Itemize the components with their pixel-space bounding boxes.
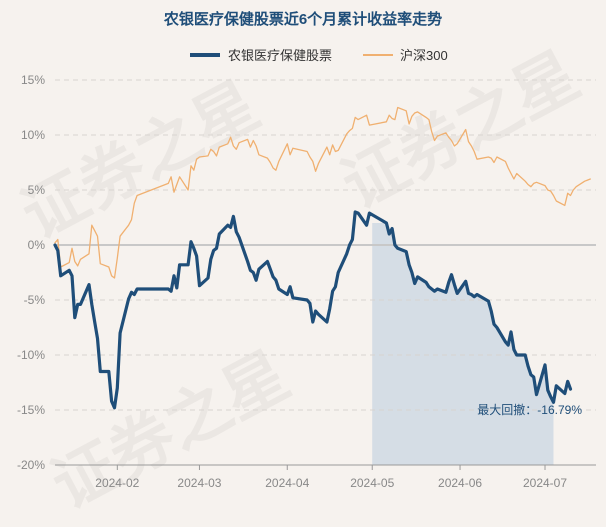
x-tick-label: 2024-03 xyxy=(177,476,221,490)
chart-root: 证券之星 证券之星 证券之星 农银医疗保健股票近6个月累计收益率走势 农银医疗保… xyxy=(10,10,596,524)
y-tick-label: -10% xyxy=(17,348,45,362)
y-tick-label: 5% xyxy=(28,183,46,197)
x-tick-label: 2024-06 xyxy=(438,476,482,490)
y-tick-label: 0% xyxy=(28,238,46,252)
legend: 农银医疗保健股票 沪深300 xyxy=(190,48,448,63)
chart-canvas: 农银医疗保健股票近6个月累计收益率走势 农银医疗保健股票 沪深300 15% 10… xyxy=(17,10,596,490)
series-line-fund xyxy=(53,210,573,410)
drawdown-label: 最大回撤：-16.79% xyxy=(477,402,582,417)
x-tick-label: 2024-05 xyxy=(350,476,394,490)
chart-title: 农银医疗保健股票近6个月累计收益率走势 xyxy=(163,10,442,28)
y-tick-label: 15% xyxy=(21,73,45,87)
y-tick-label: -20% xyxy=(17,458,45,472)
y-tick-label: -15% xyxy=(17,403,45,417)
drawdown-area xyxy=(372,223,554,465)
x-tick-label: 2024-04 xyxy=(265,476,309,490)
x-tick-label: 2024-07 xyxy=(523,476,567,490)
y-tick-label: 10% xyxy=(21,128,45,142)
x-tick-label: 2024-02 xyxy=(95,476,139,490)
y-tick-label: -5% xyxy=(24,293,46,307)
series-line-index xyxy=(54,106,591,279)
plot-area: 15% 10% 5% 0% -5% -10% -15% -20% 2024-02 2024-03 2… xyxy=(17,73,596,490)
legend-label-fund: 农银医疗保健股票 xyxy=(228,48,332,63)
legend-label-index: 沪深300 xyxy=(400,48,448,63)
